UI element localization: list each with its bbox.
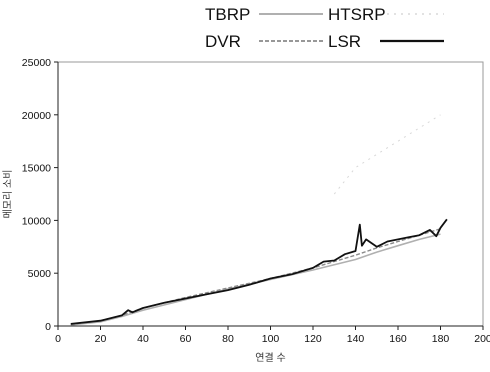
series-line-lsr <box>70 218 448 325</box>
y-tick-label: 25000 <box>22 57 51 69</box>
x-axis-title: 연결 수 <box>255 352 285 364</box>
legend-label-tbrp: TBRP <box>205 5 250 24</box>
y-tick-label: 20000 <box>22 110 51 122</box>
y-tick-label: 15000 <box>22 163 51 175</box>
legend: TBRP HTSRP DVR LSR <box>205 5 444 51</box>
legend-label-dvr: DVR <box>205 32 241 51</box>
x-tick-label: 100 <box>262 333 280 345</box>
y-axis-title: 메모리 소비 <box>2 170 14 219</box>
x-tick-label: 160 <box>389 333 407 345</box>
x-tick-label: 20 <box>95 333 107 345</box>
x-tick-label: 180 <box>432 333 450 345</box>
y-tick-label: 0 <box>45 321 51 333</box>
y-tick-label: 5000 <box>28 268 52 280</box>
series-line-tbrp <box>70 233 441 326</box>
x-tick-label: 200 <box>474 333 490 345</box>
x-tick-label: 40 <box>137 333 149 345</box>
x-tick-label: 60 <box>180 333 192 345</box>
legend-label-htsrp: HTSRP <box>328 5 386 24</box>
x-tick-label: 120 <box>304 333 322 345</box>
y-tick-label: 10000 <box>22 215 51 227</box>
legend-label-lsr: LSR <box>328 32 361 51</box>
x-tick-label: 140 <box>347 333 365 345</box>
axes: 0 20 40 60 80 100 120 140 160 180 200 0 5000 10000 150… <box>2 57 490 364</box>
x-tick-label: 0 <box>55 333 61 345</box>
x-tick-label: 80 <box>222 333 234 345</box>
